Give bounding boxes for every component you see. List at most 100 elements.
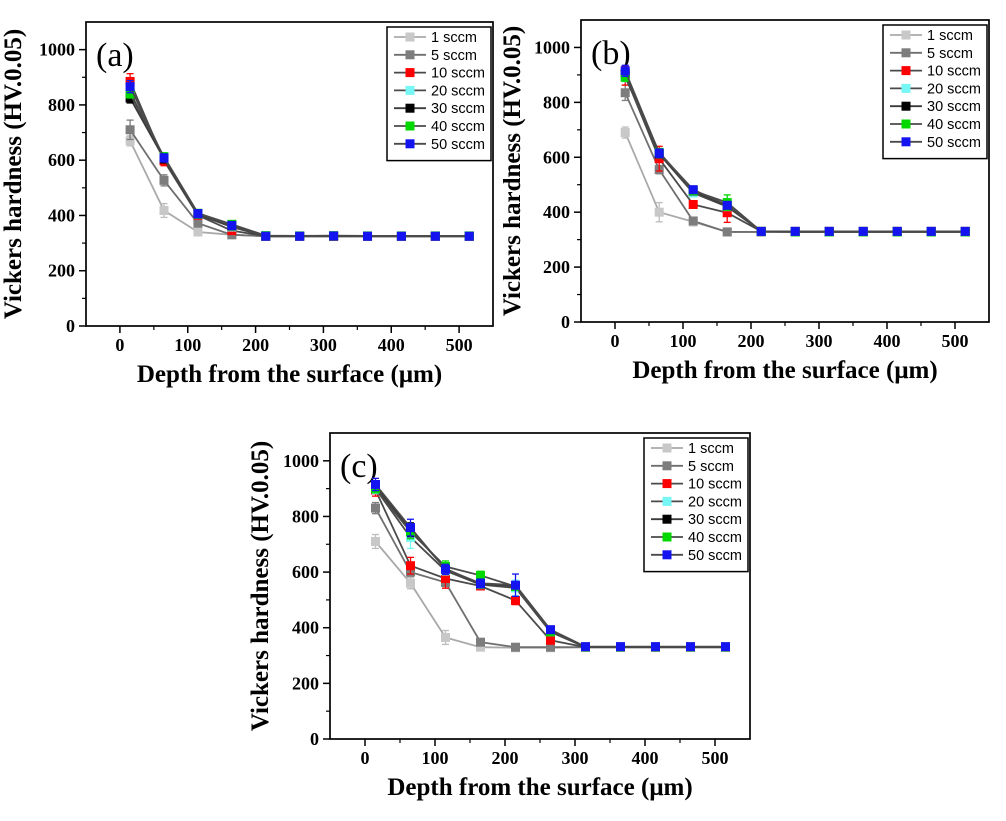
y-tick-label: 800 — [543, 92, 570, 112]
data-point-marker — [546, 635, 555, 645]
data-point-marker — [620, 88, 630, 98]
axes-ticks: 0 100 200 300 400 500 0 200 400 600 800 1000 — [39, 40, 473, 355]
legend-marker — [662, 479, 672, 489]
data-point-marker — [406, 578, 415, 588]
x-tick-label: 500 — [942, 331, 969, 351]
data-point-marker — [125, 125, 135, 135]
x-tick-label: 200 — [492, 748, 519, 768]
legend-marker — [405, 68, 415, 78]
x-tick-label: 500 — [702, 748, 729, 768]
legend-box — [386, 26, 492, 162]
legend-label: 20 sccm — [688, 494, 742, 510]
data-point-marker — [654, 148, 664, 158]
legend-marker — [405, 32, 415, 42]
legend-label: 40 sccm — [431, 119, 485, 135]
legend-label: 40 sccm — [927, 117, 981, 133]
y-tick-label: 200 — [48, 261, 75, 281]
y-tick-label: 400 — [48, 205, 75, 225]
legend-marker — [662, 496, 672, 506]
y-axis-title: Vickers hardness (HV.0.05) — [250, 441, 274, 731]
data-point-marker — [620, 72, 630, 82]
y-axis-title: Vickers hardness (HV.0.05) — [503, 26, 526, 316]
legend-label: 30 sccm — [927, 99, 981, 115]
legend-label: 10 sccm — [431, 66, 485, 82]
data-point-marker — [125, 89, 135, 99]
data-point-marker — [159, 153, 169, 163]
x-tick-label: 100 — [174, 335, 201, 355]
data-point-marker — [824, 226, 834, 236]
data-point-marker — [546, 625, 555, 635]
y-axis-title: Vickers hardness (HV.0.05) — [0, 29, 27, 319]
data-point-marker — [371, 536, 380, 546]
data-point-marker — [688, 199, 698, 209]
panel-letter: (c) — [340, 448, 378, 485]
data-point-marker — [371, 503, 380, 513]
legend-marker — [901, 48, 911, 58]
legend-label: 10 sccm — [927, 64, 981, 80]
legend-marker — [901, 101, 911, 111]
legend-marker — [662, 514, 672, 524]
legend-marker — [662, 550, 672, 560]
legend-marker — [405, 139, 415, 149]
data-point-marker — [430, 231, 440, 241]
data-point-marker — [476, 578, 485, 588]
data-point-marker — [193, 227, 203, 237]
legend-marker — [901, 30, 911, 40]
x-tick-label: 400 — [874, 331, 901, 351]
data-point-marker — [858, 226, 868, 236]
x-tick-label: 300 — [806, 331, 833, 351]
legend-label: 5 sccm — [431, 48, 477, 64]
panel-c-chart: 0 100 200 300 400 500 0 200 400 600 800 1000 Depth f… — [250, 400, 770, 821]
y-tick-label: 600 — [292, 562, 319, 582]
data-point-marker — [926, 226, 936, 236]
x-axis-title: Depth from the surface (μm) — [632, 357, 937, 384]
y-tick-label: 200 — [292, 673, 319, 693]
legend-label: 30 sccm — [431, 101, 485, 117]
data-point-marker — [511, 580, 520, 590]
data-point-marker — [616, 642, 625, 652]
x-tick-label: 200 — [738, 331, 765, 351]
legend-marker — [405, 121, 415, 131]
legend-label: 20 sccm — [927, 81, 981, 97]
legend-label: 20 sccm — [431, 83, 485, 99]
y-tick-label: 0 — [561, 312, 570, 332]
y-tick-label: 1000 — [534, 37, 570, 57]
data-point-marker — [722, 208, 732, 218]
data-point-marker — [756, 226, 766, 236]
y-tick-label: 400 — [292, 618, 319, 638]
legend-label: 30 sccm — [688, 512, 742, 528]
y-tick-label: 1000 — [283, 451, 319, 471]
data-point-marker — [620, 66, 630, 76]
panel-b-chart: 0 100 200 300 400 500 0 200 400 600 800 1000 Depth f… — [503, 0, 1006, 400]
data-point-marker — [464, 231, 474, 241]
legend-marker — [662, 532, 672, 542]
legend-marker — [405, 85, 415, 95]
data-point-marker — [476, 642, 485, 652]
legend-marker — [662, 461, 672, 471]
series-50-sccm — [125, 79, 474, 241]
data-point-marker — [193, 218, 203, 228]
x-tick-label: 0 — [361, 748, 370, 768]
legend-marker — [405, 103, 415, 113]
data-point-marker — [960, 226, 970, 236]
data-point-marker — [125, 82, 135, 92]
panel-letter: (a) — [96, 37, 134, 74]
data-point-marker — [688, 185, 698, 195]
data-point-marker — [688, 216, 698, 226]
legend-marker — [405, 50, 415, 60]
legend-marker — [901, 137, 911, 147]
series-50-sccm — [371, 477, 730, 652]
legend-label: 5 sccm — [688, 459, 734, 475]
x-tick-label: 300 — [310, 335, 337, 355]
x-axis-title: Depth from the surface (μm) — [137, 361, 442, 388]
data-point-marker — [686, 642, 695, 652]
legend-label: 50 sccm — [927, 135, 981, 151]
legend-label: 1 sccm — [688, 441, 734, 457]
x-tick-label: 200 — [242, 335, 269, 355]
data-point-marker — [892, 226, 902, 236]
axes-ticks: 0 100 200 300 400 500 0 200 400 600 800 1000 — [534, 37, 969, 351]
data-point-marker — [721, 642, 730, 652]
